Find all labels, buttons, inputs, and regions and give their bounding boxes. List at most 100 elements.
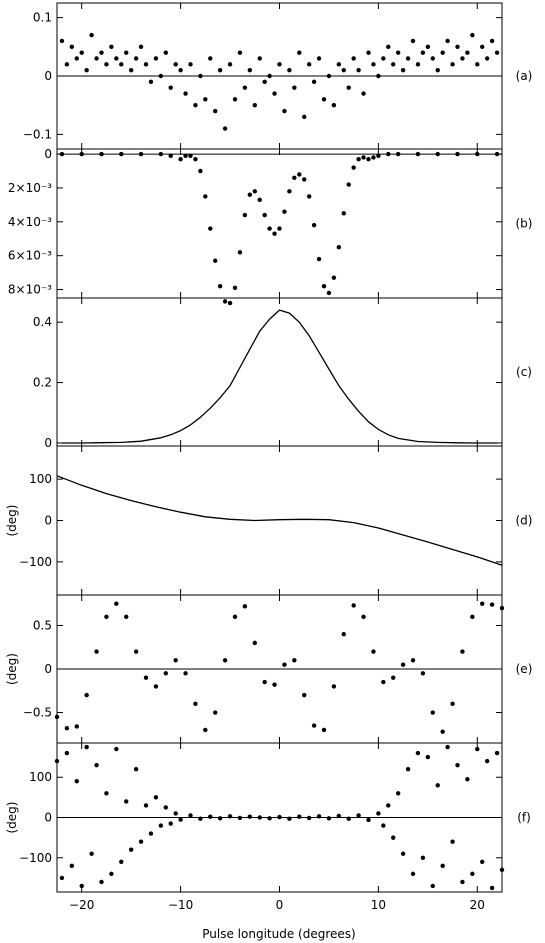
data-point — [252, 640, 257, 646]
data-point — [302, 114, 307, 120]
data-point — [361, 614, 366, 619]
data-point — [84, 67, 89, 73]
data-point — [247, 67, 253, 73]
panel-b: 0 2×10⁻³ 4×10⁻³ 6×10⁻³ 8×10⁻³ (b) — [8, 147, 532, 306]
data-point — [292, 85, 297, 90]
data-point — [114, 56, 119, 61]
data-point — [415, 62, 421, 67]
data-point — [232, 285, 238, 291]
data-point — [178, 817, 183, 822]
data-point — [168, 153, 173, 158]
data-point — [356, 813, 361, 818]
data-point — [178, 156, 183, 162]
data-point — [297, 172, 302, 177]
data-point — [138, 839, 144, 844]
data-point — [455, 151, 460, 157]
data-point — [326, 73, 332, 79]
data-point — [143, 62, 149, 67]
y-axis-label: (deg) — [5, 505, 19, 537]
data-point — [331, 275, 337, 280]
data-point — [346, 85, 351, 90]
data-point — [381, 823, 386, 828]
data-point — [331, 684, 337, 689]
panel-tag: (d) — [516, 514, 533, 528]
data-point — [183, 153, 188, 158]
x-tick-label: 0 — [276, 898, 284, 912]
data-point — [282, 108, 287, 114]
data-point — [79, 151, 84, 157]
data-point — [425, 44, 431, 49]
data-point — [74, 724, 79, 729]
y-tick-label: −100 — [19, 555, 52, 569]
y-tick-label: 100 — [29, 472, 52, 486]
data-point — [252, 189, 257, 194]
data-point — [257, 56, 262, 61]
data-point — [173, 658, 178, 663]
data-point — [277, 226, 282, 231]
data-point — [128, 847, 134, 852]
data-point — [128, 67, 134, 73]
data-point — [109, 871, 114, 877]
data-point — [208, 226, 213, 231]
data-point — [395, 151, 401, 157]
data-point — [356, 67, 361, 73]
data-point — [119, 62, 124, 67]
data-point — [79, 50, 84, 55]
data-point — [351, 603, 356, 608]
data-point — [435, 783, 440, 788]
data-point — [287, 67, 292, 73]
data-point — [435, 67, 440, 73]
y-tick-label: 6×10⁻³ — [8, 249, 52, 263]
data-point — [143, 675, 149, 680]
data-point — [484, 56, 490, 61]
data-point — [455, 762, 460, 768]
data-point — [371, 155, 376, 160]
data-point — [193, 156, 198, 162]
data-point — [124, 799, 129, 804]
data-point — [425, 754, 431, 760]
data-point — [237, 50, 243, 55]
data-point — [371, 62, 376, 67]
panel-d: 100 0 −100 (d) (deg) — [5, 445, 533, 596]
data-point — [217, 283, 223, 289]
data-point — [59, 38, 65, 44]
data-point — [262, 79, 267, 85]
data-point — [74, 779, 79, 784]
data-point — [153, 56, 159, 61]
y-tick-label: 4×10⁻³ — [8, 215, 52, 229]
data-point — [84, 692, 89, 698]
data-point — [450, 701, 455, 707]
data-point — [376, 73, 381, 79]
data-point — [163, 805, 168, 810]
y-tick-label: 0 — [44, 69, 52, 83]
data-point — [188, 153, 193, 158]
panel-tag: (a) — [516, 69, 533, 83]
series-line — [61, 309, 498, 444]
data-point — [267, 816, 272, 821]
data-point — [252, 103, 257, 108]
data-point — [222, 658, 228, 663]
data-point — [193, 103, 198, 108]
data-point — [119, 151, 124, 157]
data-point — [153, 795, 159, 800]
data-point — [148, 831, 154, 836]
data-point — [366, 817, 371, 823]
data-point — [430, 883, 435, 889]
data-point — [267, 226, 272, 231]
data-point — [415, 151, 421, 157]
data-point — [94, 649, 99, 654]
y-tick-label: 0 — [44, 514, 52, 528]
data-point — [203, 727, 208, 733]
y-tick-label: −0.1 — [23, 127, 52, 141]
data-point — [94, 762, 99, 768]
panel-tag: (e) — [516, 662, 533, 676]
data-point — [148, 79, 154, 85]
panel-frame — [56, 148, 503, 299]
data-point — [267, 73, 272, 79]
data-point — [138, 44, 144, 49]
x-axis-label: Pulse longitude (degrees) — [202, 927, 355, 941]
data-point — [232, 614, 238, 619]
data-point — [257, 197, 262, 202]
